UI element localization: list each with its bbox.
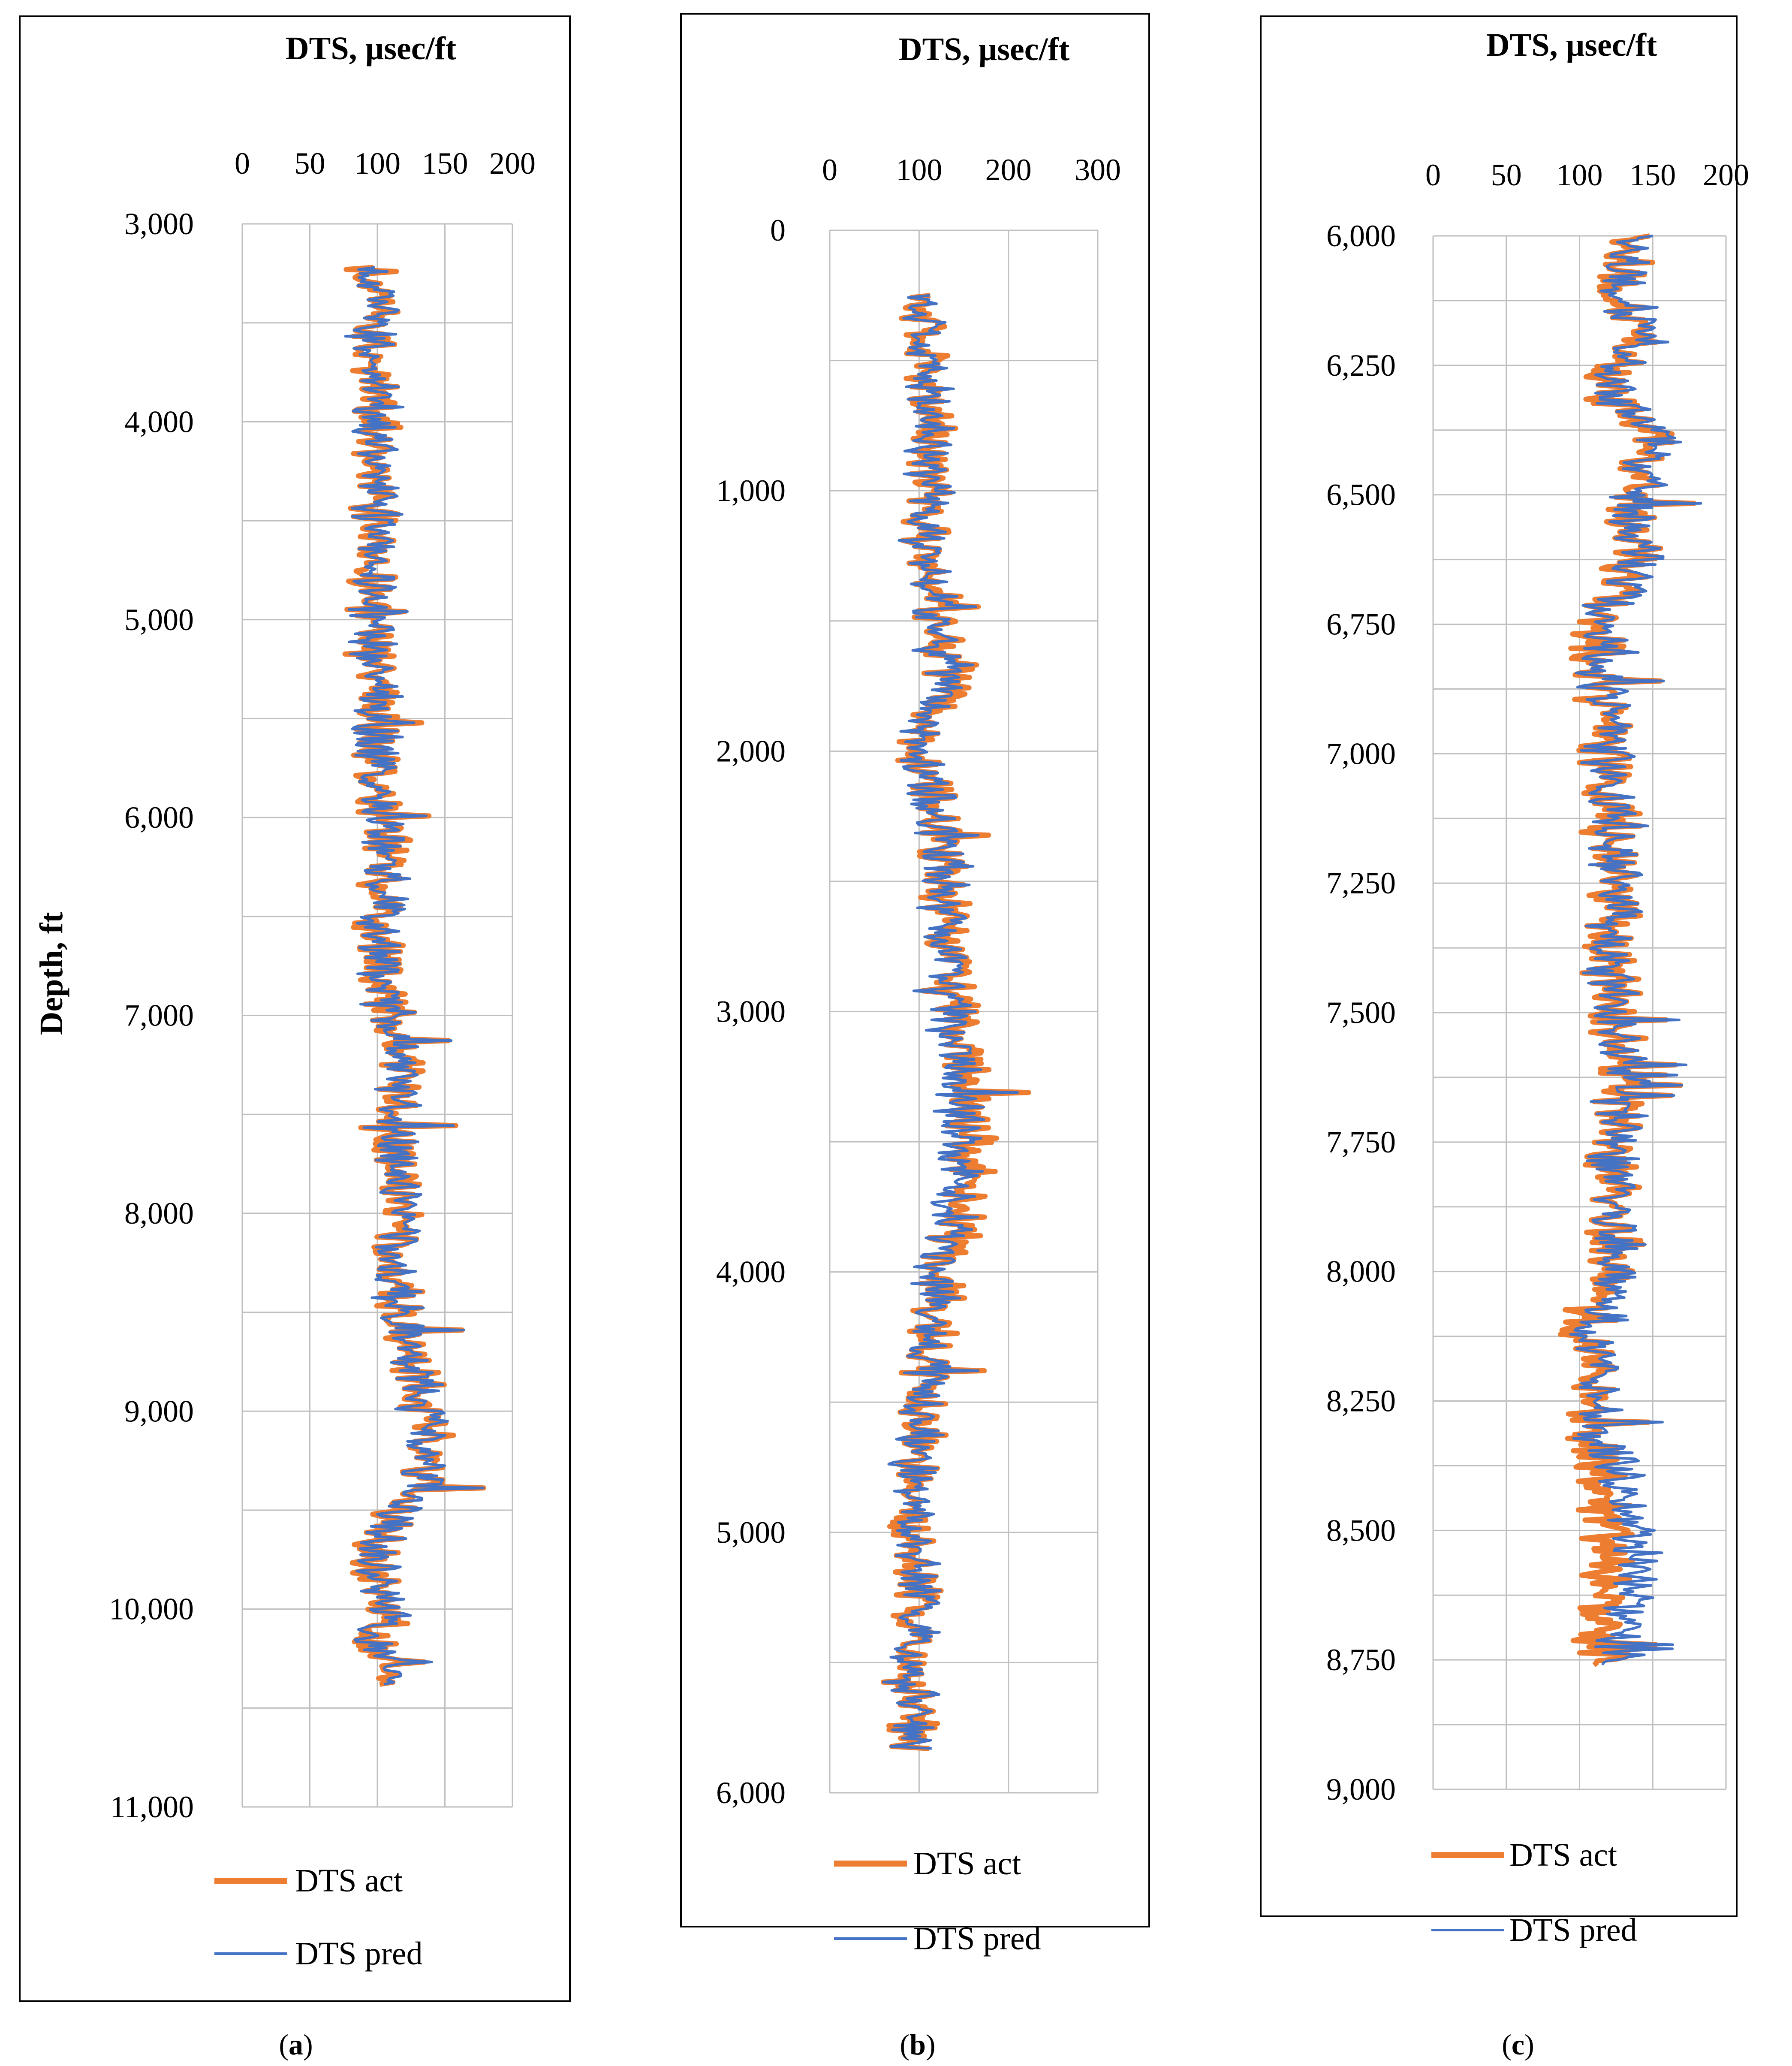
- legend-act-label: DTS act: [295, 1863, 403, 1899]
- panel-b: DTS, µsec/ft 0 100 200 300 0 1,000 2,000 3,000…: [680, 13, 1150, 2061]
- y-tick-label: 7,250: [1326, 866, 1396, 900]
- y-tick-label: 6,000: [124, 800, 194, 835]
- y-tick-label: 4,000: [124, 404, 194, 439]
- y-tick-label: 10,000: [109, 1592, 194, 1626]
- y-tick-label: 0: [770, 213, 786, 247]
- y-tick-label: 9,000: [124, 1394, 194, 1428]
- series-dts-pred-line: [1569, 235, 1702, 1665]
- series-dts-act-line: [1558, 233, 1697, 1667]
- caption-close: ): [1524, 2028, 1534, 2061]
- panel-c-yticks: 6,000 6,250 6,500 6,750 7,000 7,250 7,500 7,750…: [1326, 219, 1396, 1807]
- y-tick-label: 8,250: [1326, 1384, 1396, 1418]
- y-tick-label: 11,000: [110, 1790, 194, 1824]
- panel-b-caption: (b): [900, 2028, 935, 2061]
- panel-b-yticks: 0 1,000 2,000 3,000 4,000 5,000 6,000: [716, 213, 786, 1810]
- series-dts-pred-line: [882, 294, 1019, 1750]
- panel-a-legend: DTS act DTS pred: [214, 1863, 423, 1972]
- y-tick-label: 6,500: [1326, 478, 1396, 512]
- y-tick-label: 8,000: [124, 1196, 194, 1231]
- x-tick-label: 0: [822, 153, 837, 187]
- panel-a-series: [342, 265, 486, 1687]
- panel-b-frame: [680, 13, 1150, 1927]
- caption-close: ): [926, 2028, 936, 2061]
- x-tick-label: 100: [896, 153, 942, 187]
- y-tick-label: 5,000: [716, 1515, 786, 1550]
- x-tick-label: 50: [295, 146, 325, 181]
- panel-c-grid: [1432, 235, 1727, 1790]
- legend-pred-label: DTS pred: [1509, 1912, 1637, 1948]
- panel-c-series: [1558, 233, 1702, 1667]
- panel-b-grid: [829, 229, 1099, 1794]
- x-tick-label: 0: [235, 146, 250, 181]
- x-tick-label: 200: [489, 146, 536, 181]
- y-tick-label: 1,000: [716, 474, 786, 508]
- panel-b-series: [881, 293, 1031, 1751]
- x-tick-label: 200: [1703, 158, 1749, 192]
- y-tick-label: 7,500: [1326, 995, 1396, 1030]
- caption-open: (: [279, 2028, 289, 2061]
- legend-act-label: DTS act: [913, 1846, 1021, 1882]
- y-tick-label: 8,500: [1326, 1513, 1396, 1547]
- y-tick-label: 6,000: [1326, 219, 1396, 253]
- legend-act-label: DTS act: [1509, 1837, 1617, 1873]
- x-tick-label: 100: [354, 146, 401, 181]
- y-tick-label: 6,250: [1326, 348, 1396, 383]
- y-tick-label: 2,000: [716, 734, 786, 768]
- panel-c-legend: DTS act DTS pred: [1431, 1837, 1637, 1948]
- x-tick-label: 0: [1425, 158, 1441, 192]
- panel-c-title: DTS, µsec/ft: [1486, 27, 1657, 63]
- x-tick-label: 50: [1491, 158, 1522, 192]
- x-tick-label: 300: [1075, 153, 1121, 187]
- y-tick-label: 6,750: [1326, 607, 1396, 642]
- y-tick-label: 7,000: [124, 998, 194, 1033]
- panel-a-caption: (a): [279, 2028, 313, 2061]
- panel-a-ylabel: Depth, ft: [33, 912, 69, 1035]
- y-tick-label: 3,000: [124, 207, 194, 241]
- y-tick-label: 5,000: [124, 603, 194, 637]
- panel-a-frame: [19, 15, 571, 2002]
- caption-letter: c: [1512, 2028, 1524, 2061]
- panel-a-title: DTS, µsec/ft: [286, 30, 456, 66]
- y-tick-label: 8,000: [1326, 1255, 1396, 1289]
- caption-letter: a: [289, 2028, 303, 2061]
- panel-b-title: DTS, µsec/ft: [899, 31, 1069, 67]
- panel-c-xticks: 0 50 100 150 200: [1425, 158, 1749, 192]
- x-tick-label: 200: [985, 153, 1032, 187]
- panel-b-legend: DTS act DTS pred: [834, 1846, 1041, 1957]
- y-tick-label: 7,000: [1326, 736, 1396, 771]
- panel-c-caption: (c): [1502, 2028, 1534, 2061]
- caption-close: ): [303, 2028, 313, 2061]
- panel-a: DTS, µsec/ft Depth, ft 0 50 100 150 200 3,00…: [19, 15, 571, 2061]
- x-tick-label: 150: [422, 146, 468, 181]
- y-tick-label: 3,000: [716, 995, 786, 1029]
- panel-c-frame: [1260, 15, 1738, 1917]
- y-tick-label: 9,000: [1326, 1772, 1396, 1807]
- panel-a-yticks: 3,000 4,000 5,000 6,000 7,000 8,000 9,000 10,00…: [109, 207, 194, 1824]
- legend-pred-label: DTS pred: [295, 1936, 423, 1972]
- legend-pred-label: DTS pred: [913, 1921, 1041, 1957]
- y-tick-label: 4,000: [716, 1255, 786, 1289]
- y-tick-label: 7,750: [1326, 1125, 1396, 1159]
- y-tick-label: 8,750: [1326, 1643, 1396, 1677]
- panel-b-xticks: 0 100 200 300: [822, 153, 1121, 187]
- caption-letter: b: [910, 2028, 926, 2061]
- x-tick-label: 100: [1557, 158, 1603, 192]
- caption-open: (: [1502, 2028, 1512, 2061]
- series-dts-act-line: [342, 265, 486, 1687]
- x-tick-label: 150: [1629, 158, 1676, 192]
- panel-a-xticks: 0 50 100 150 200: [235, 146, 536, 181]
- panel-c: DTS, µsec/ft 0 50 100 150 200 6,000 6,250 6,50…: [1260, 15, 1749, 2061]
- y-tick-label: 6,000: [716, 1776, 786, 1810]
- series-dts-pred-line: [344, 266, 485, 1686]
- caption-open: (: [900, 2028, 910, 2061]
